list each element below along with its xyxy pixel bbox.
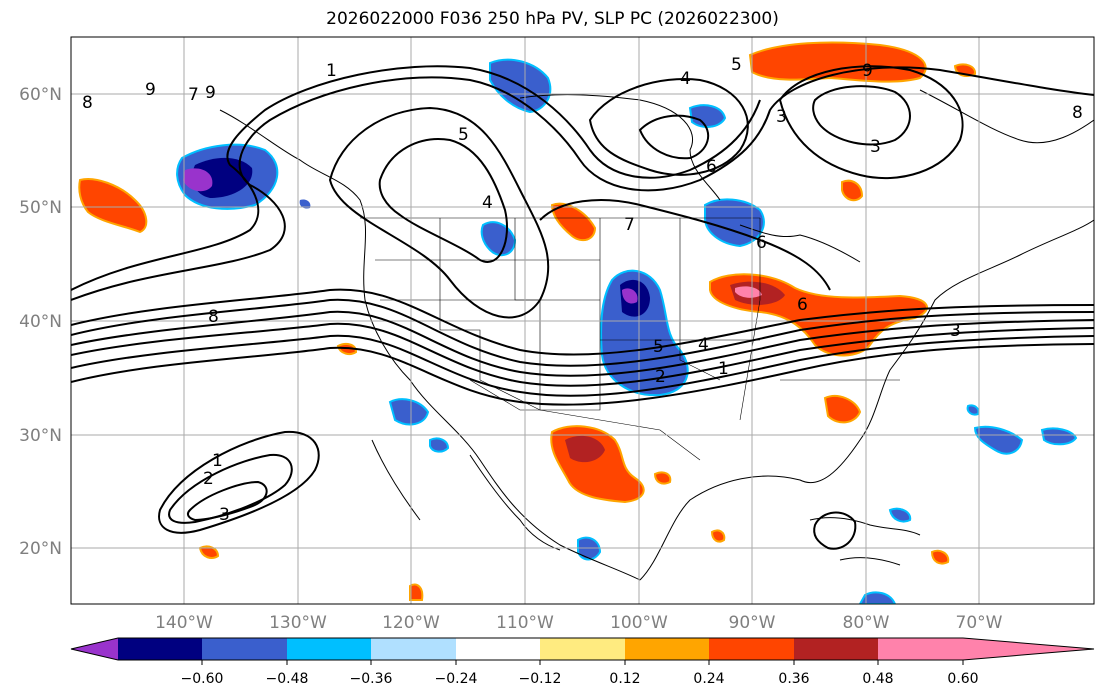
contour-label: 3	[776, 107, 787, 127]
contour-label: 1	[718, 359, 729, 379]
lon-label: 90°W	[729, 613, 776, 633]
contour-label: 5	[731, 55, 742, 75]
colorbar-segment	[456, 638, 540, 660]
slp-contours	[71, 65, 1094, 550]
contour-label: 5	[458, 125, 469, 145]
colorbar-tick-label: 0.12	[609, 671, 640, 687]
contour-label: 9	[205, 83, 216, 103]
colorbar-segment	[625, 638, 709, 660]
colorbar-tick-label: 0.24	[693, 671, 724, 687]
contour-labels: 9 8 7 9 1 5 4 4 5 9 3 8 6 7 6 6 3 5 4 2 …	[82, 55, 1083, 525]
colorbar-extend-tip	[963, 638, 1094, 660]
lon-label: 140°W	[155, 613, 213, 633]
lon-label: 110°W	[496, 613, 554, 633]
colorbar-segment	[287, 638, 371, 660]
contour-label: 1	[212, 451, 223, 471]
contour-label: 3	[870, 137, 881, 157]
contour-label: 2	[203, 469, 214, 489]
colorbar-extend-high	[878, 638, 963, 660]
colorbar-tick-label: 0.60	[947, 671, 978, 687]
lon-label: 100°W	[610, 613, 668, 633]
contour-label: 6	[756, 233, 767, 253]
colorbar-tick-label: −0.36	[350, 671, 393, 687]
contour-label: 7	[188, 85, 199, 105]
colorbar-tick-label: 0.36	[778, 671, 809, 687]
colorbar-segment	[709, 638, 794, 660]
lat-label: 20°N	[19, 539, 62, 559]
lon-label: 130°W	[269, 613, 327, 633]
contour-label: 6	[706, 157, 717, 177]
map-title: 2026022000 F036 250 hPa PV, SLP PC (2026…	[326, 9, 779, 29]
pv-shading	[78, 41, 1078, 604]
contour-label: 3	[219, 505, 230, 525]
contour-label: 3	[950, 321, 961, 341]
contour-label: 8	[1072, 103, 1083, 123]
lat-label: 40°N	[19, 312, 62, 332]
colorbar-tick-label: 0.48	[862, 671, 893, 687]
contour-label: 8	[208, 307, 219, 327]
contour-label: 5	[653, 337, 664, 357]
colorbar-tick-label: −0.12	[519, 671, 562, 687]
colorbar-tick-label: −0.24	[435, 671, 478, 687]
contour-label: 8	[82, 93, 93, 113]
contour-label: 4	[698, 335, 709, 355]
colorbar-segment	[202, 638, 287, 660]
coastlines	[219, 89, 1094, 581]
colorbar-tick-label: −0.48	[266, 671, 309, 687]
colorbar-extend-low	[71, 638, 118, 660]
colorbar-segment	[371, 638, 456, 660]
lat-label: 60°N	[19, 85, 62, 105]
colorbar-ticks	[201, 660, 964, 665]
lat-label: 30°N	[19, 426, 62, 446]
contour-label: 4	[482, 193, 493, 213]
contour-label: 2	[655, 367, 666, 387]
colorbar-segment	[540, 638, 625, 660]
lon-label: 120°W	[382, 613, 440, 633]
contour-label: 1	[326, 61, 337, 81]
contour-label: 9	[862, 61, 873, 81]
contour-label: 7	[624, 215, 635, 235]
contour-label: 4	[680, 69, 691, 89]
colorbar-segment	[118, 638, 202, 660]
contour-label: 6	[797, 295, 808, 315]
lat-label: 50°N	[19, 198, 62, 218]
contour-label: 9	[145, 80, 156, 100]
latitude-labels: 60°N 50°N 40°N 30°N 20°N	[19, 85, 62, 559]
colorbar: −0.60 −0.48 −0.36 −0.24 −0.12 0.12 0.24 …	[70, 637, 1095, 687]
colorbar-tick-label: −0.60	[181, 671, 224, 687]
longitude-labels: 140°W 130°W 120°W 110°W 100°W 90°W 80°W …	[155, 613, 1003, 633]
lon-label: 70°W	[956, 613, 1003, 633]
colorbar-segment	[794, 638, 878, 660]
gridlines	[71, 37, 1094, 604]
lon-label: 80°W	[843, 613, 890, 633]
plot-frame	[70, 36, 1095, 605]
